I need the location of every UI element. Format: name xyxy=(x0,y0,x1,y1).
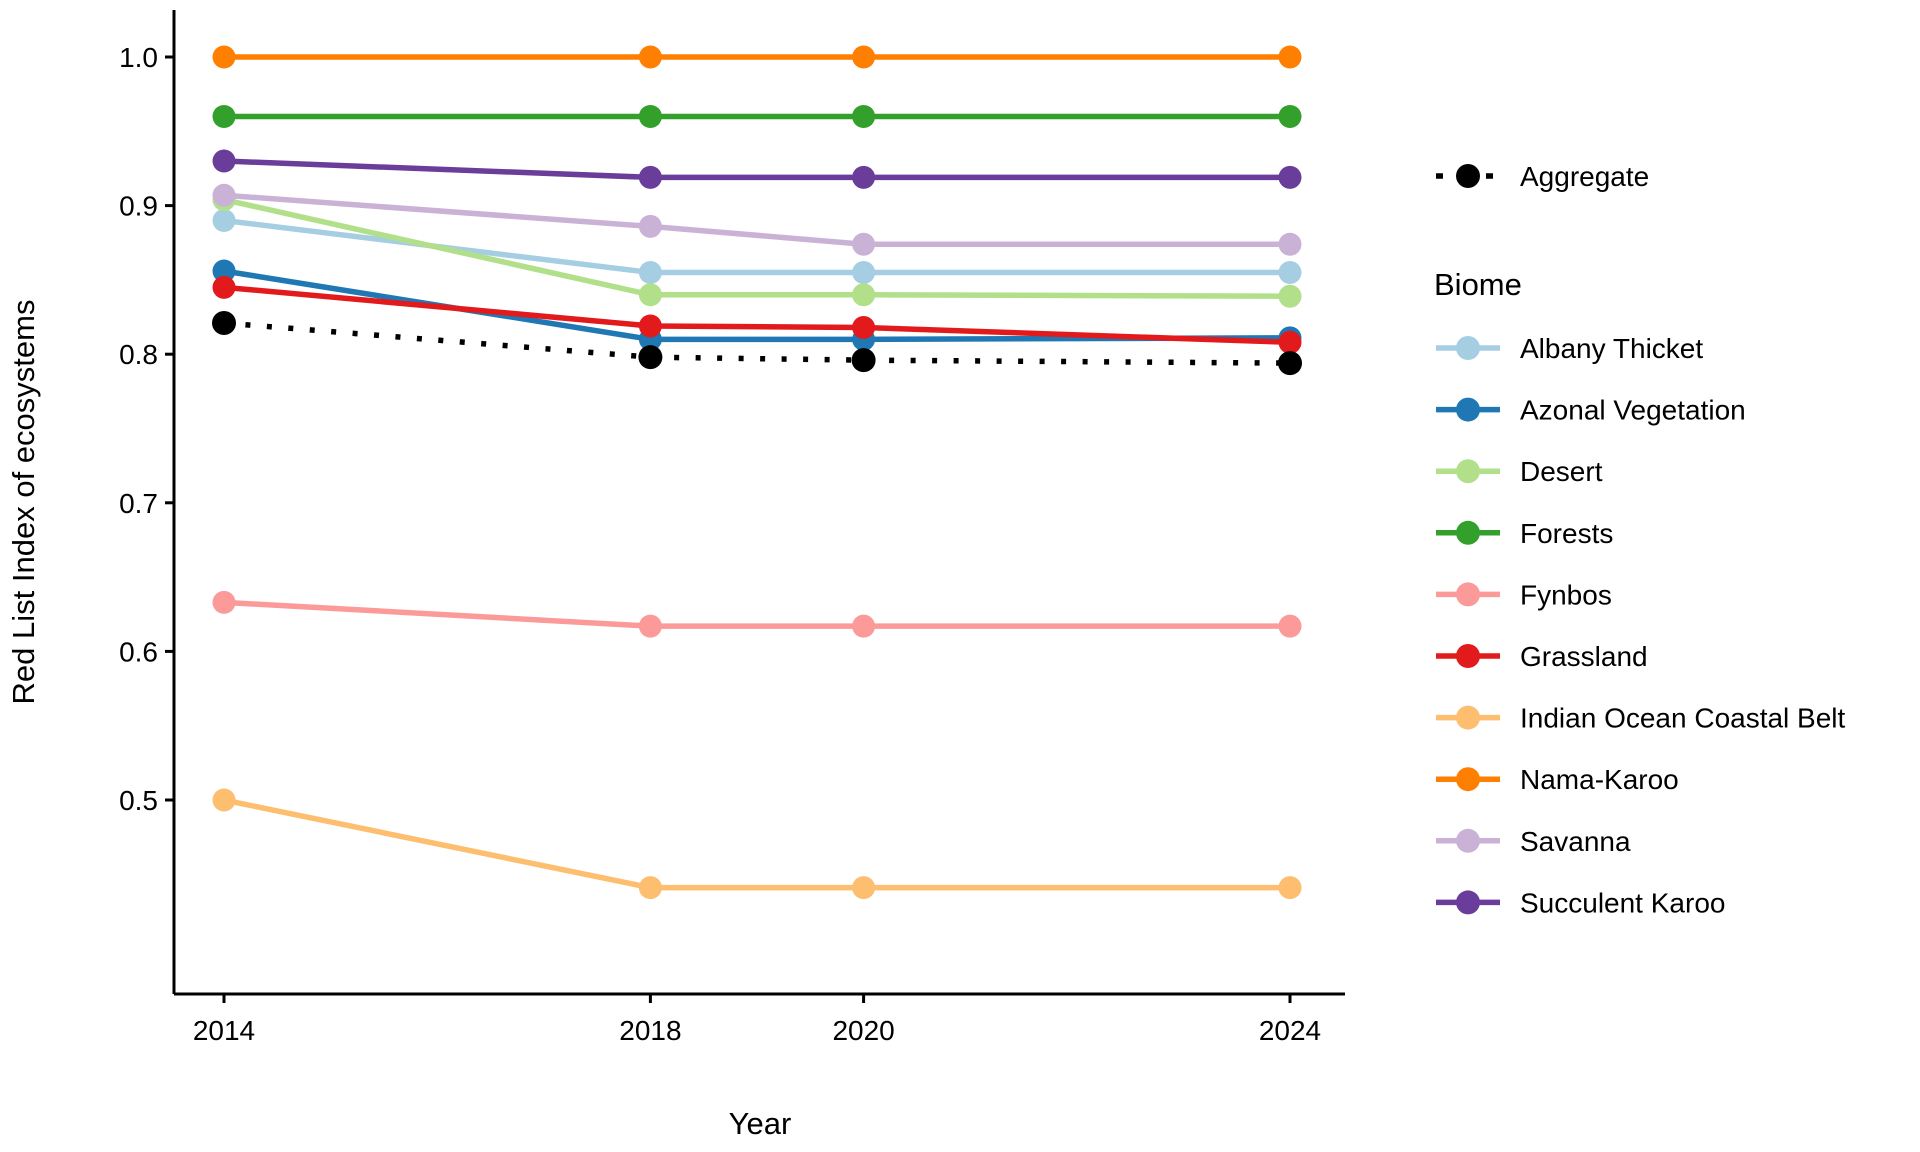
data-point-aggregate xyxy=(638,345,663,370)
data-point-nama-karoo xyxy=(1278,45,1302,69)
legend-label-fynbos: Fynbos xyxy=(1520,579,1612,610)
legend-key-dot xyxy=(1456,397,1480,422)
data-point-savanna xyxy=(852,232,876,256)
legend-label-forests: Forests xyxy=(1520,518,1613,549)
data-point-desert xyxy=(1278,284,1302,308)
data-point-fynbos xyxy=(212,590,236,614)
y-tick-label: 0.5 xyxy=(119,785,158,816)
series-line-fynbos xyxy=(223,599,1290,629)
data-point-forests xyxy=(212,104,236,128)
data-point-fynbos xyxy=(852,614,876,638)
data-point-succulent-karoo xyxy=(638,165,662,189)
data-point-succulent-karoo xyxy=(212,149,236,173)
legend-key-dot xyxy=(1456,164,1480,188)
data-point-fynbos xyxy=(638,614,662,638)
legend-label-desert: Desert xyxy=(1520,456,1603,487)
legend-label-albany-thicket: Albany Thicket xyxy=(1520,333,1703,364)
data-point-desert xyxy=(638,283,662,307)
data-point-aggregate xyxy=(1278,351,1302,376)
data-point-indian-ocean-coastal-belt xyxy=(212,788,236,812)
x-tick-label: 2018 xyxy=(619,1015,681,1046)
data-point-succulent-karoo xyxy=(852,165,876,189)
legend-label-aggregate: Aggregate xyxy=(1520,161,1649,192)
y-tick-label: 0.8 xyxy=(119,339,158,370)
data-point-aggregate xyxy=(851,348,876,373)
y-tick-label: 0.7 xyxy=(119,488,158,519)
legend-group-title-biome: Biome xyxy=(1434,267,1522,302)
data-point-savanna xyxy=(212,183,236,207)
legend-key-dot xyxy=(1456,767,1480,792)
series-line-desert xyxy=(223,196,1291,299)
legend-key-dot xyxy=(1456,644,1480,668)
legend-key-dot xyxy=(1456,582,1480,607)
data-series xyxy=(212,45,1302,900)
data-point-savanna xyxy=(1278,232,1302,256)
data-point-albany-thicket xyxy=(852,260,876,284)
data-point-nama-karoo xyxy=(852,45,876,69)
y-tick-label: 0.6 xyxy=(119,636,158,667)
data-point-indian-ocean-coastal-belt xyxy=(1278,876,1302,900)
data-point-grassland xyxy=(638,314,662,338)
data-point-indian-ocean-coastal-belt xyxy=(852,876,876,900)
data-point-savanna xyxy=(638,214,662,238)
data-point-desert xyxy=(852,283,876,307)
legend: Aggregate Biome Albany Thicket Azonal Veget… xyxy=(1434,161,1846,918)
data-point-aggregate xyxy=(212,310,236,335)
legend-label-nama-karoo: Nama-Karoo xyxy=(1520,764,1679,795)
y-tick-label: 1.0 xyxy=(119,42,158,73)
data-point-nama-karoo xyxy=(212,45,236,69)
data-point-forests xyxy=(852,104,876,128)
legend-label-azonal-vegetation: Azonal Vegetation xyxy=(1520,395,1746,426)
legend-key-dot xyxy=(1456,890,1480,915)
x-tick-label: 2020 xyxy=(832,1015,894,1046)
x-axis-title: Year xyxy=(729,1106,792,1141)
data-point-grassland xyxy=(212,275,236,299)
data-point-albany-thicket xyxy=(1278,260,1302,284)
x-tick-label: 2024 xyxy=(1259,1015,1321,1046)
data-point-fynbos xyxy=(1278,614,1302,638)
data-point-indian-ocean-coastal-belt xyxy=(638,876,662,900)
series-line-savanna xyxy=(223,192,1290,247)
data-point-succulent-karoo xyxy=(1278,165,1302,189)
series-line-grassland xyxy=(223,284,1291,346)
legend-key-dot xyxy=(1456,459,1480,484)
legend-label-grassland: Grassland xyxy=(1520,641,1648,672)
data-point-nama-karoo xyxy=(638,45,662,69)
y-axis-title: Red List Index of ecosystems xyxy=(6,300,41,705)
data-point-grassland xyxy=(852,315,876,339)
data-point-forests xyxy=(1278,104,1302,128)
legend-key-dot xyxy=(1456,336,1480,360)
x-tick-label: 2014 xyxy=(193,1015,255,1046)
data-point-grassland xyxy=(1278,330,1302,354)
legend-key-dot xyxy=(1456,828,1480,853)
legend-label-indian-ocean-coastal-belt: Indian Ocean Coastal Belt xyxy=(1520,703,1846,734)
data-point-albany-thicket xyxy=(638,260,662,284)
legend-key-dot xyxy=(1456,520,1480,545)
legend-key-dot xyxy=(1456,705,1480,730)
data-point-forests xyxy=(638,104,662,128)
data-point-albany-thicket xyxy=(212,208,236,232)
y-tick-label: 0.9 xyxy=(119,191,158,222)
legend-label-savanna: Savanna xyxy=(1520,826,1631,857)
legend-label-succulent-karoo: Succulent Karoo xyxy=(1520,887,1725,918)
axes: 1.0 0.9 0.8 0.7 0.6 0.5 2014 2018 2020 2024 xyxy=(119,10,1345,1046)
data-point-azonal-vegetation xyxy=(212,259,236,283)
series-line-indian-ocean-coastal-belt xyxy=(223,797,1290,891)
series-line-succulent-karoo xyxy=(223,158,1290,181)
